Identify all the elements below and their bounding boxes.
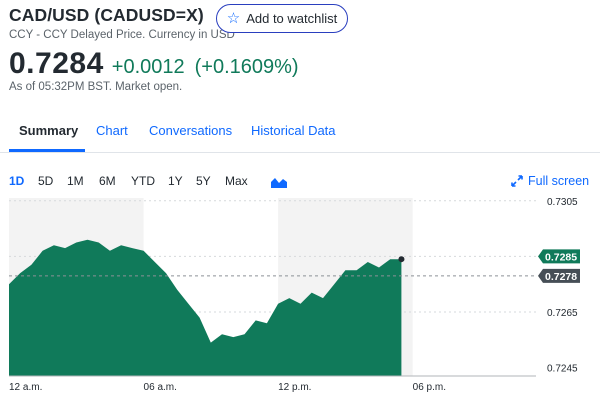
mountain-chart-icon[interactable]	[271, 176, 287, 188]
range-1d[interactable]: 1D	[9, 174, 25, 188]
expand-icon	[511, 175, 523, 187]
y-tick-label: 0.7265	[547, 308, 578, 319]
previous-close-badge	[538, 268, 580, 283]
tab-summary[interactable]: Summary	[19, 123, 79, 138]
x-tick-label: 12 p.m.	[278, 382, 311, 393]
star-icon: ☆	[226, 10, 241, 27]
y-tick-label: 0.7305	[547, 197, 578, 208]
active-tab-indicator	[9, 149, 85, 152]
range-6m[interactable]: 6M	[99, 174, 116, 188]
range-5d[interactable]: 5D	[38, 174, 54, 188]
price-area	[9, 239, 402, 376]
plot-area: 12 a.m. 06 a.m. 12 p.m. 06 p.m. 0.7305 0.7265…	[9, 197, 580, 393]
y-tick-label: 0.7245	[547, 364, 578, 375]
range-selector: 1D 5D 1M 6M YTD 1Y 5Y Max Full screen	[0, 174, 600, 192]
range-1m[interactable]: 1M	[67, 174, 84, 188]
price-chart[interactable]: 12 a.m. 06 a.m. 12 p.m. 06 p.m. 0.7305 0.7265…	[0, 196, 600, 400]
quote-tabs: Summary Chart Conversations Historical D…	[0, 112, 600, 153]
previous-close-label: 0.7278	[545, 271, 577, 283]
market-status: As of 05:32PM BST. Market open.	[9, 81, 183, 93]
x-tick-label: 06 p.m.	[413, 382, 446, 393]
full-screen-button[interactable]: Full screen	[511, 174, 589, 188]
price-row: 0.7284 +0.0012 (+0.1609%)	[9, 47, 600, 81]
tab-historical-data[interactable]: Historical Data	[251, 123, 336, 138]
tab-chart[interactable]: Chart	[96, 123, 128, 138]
price-change-percent: (+0.1609%)	[194, 56, 299, 78]
quote-subtitle: CCY - CCY Delayed Price. Currency in USD	[9, 29, 235, 41]
range-1y[interactable]: 1Y	[168, 174, 183, 188]
x-tick-label: 06 a.m.	[144, 382, 177, 393]
current-price-badge	[538, 249, 580, 264]
current-point-marker	[398, 256, 405, 263]
range-5y[interactable]: 5Y	[196, 174, 211, 188]
range-max[interactable]: Max	[225, 174, 248, 188]
x-tick-label: 12 a.m.	[9, 382, 42, 393]
symbol-title: CAD/USD (CADUSD=X)	[9, 5, 204, 25]
add-to-watchlist-button[interactable]: ☆ Add to watchlist	[216, 4, 348, 33]
quote-header: CAD/USD (CADUSD=X) CCY - CCY Delayed Pri…	[9, 4, 600, 93]
current-price-label: 0.7285	[545, 251, 577, 263]
range-ytd[interactable]: YTD	[131, 174, 155, 188]
full-screen-label: Full screen	[528, 174, 590, 188]
current-price: 0.7284	[9, 47, 104, 80]
watchlist-label: Add to watchlist	[246, 11, 338, 26]
tab-conversations[interactable]: Conversations	[149, 123, 233, 138]
price-change: +0.0012	[111, 56, 185, 78]
